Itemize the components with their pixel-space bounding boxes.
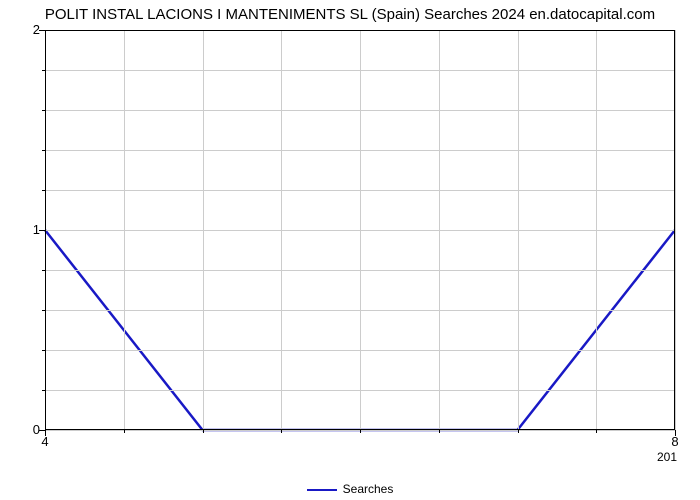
y-tick-label: 2: [10, 22, 40, 37]
y-tick-label: 1: [10, 222, 40, 237]
grid-line-vertical: [596, 30, 597, 430]
x-tick-minor: [124, 430, 125, 433]
plot-area: [45, 30, 675, 430]
x-tick: [675, 430, 676, 436]
x-tick: [45, 430, 46, 436]
y-tick-minor: [42, 270, 45, 271]
y-tick-minor: [42, 110, 45, 111]
y-tick-minor: [42, 70, 45, 71]
grid-line-vertical: [281, 30, 282, 430]
axis-border: [45, 30, 675, 31]
grid-line-vertical: [675, 30, 676, 430]
y-tick-minor: [42, 390, 45, 391]
y-tick-minor: [42, 150, 45, 151]
y-tick-minor: [42, 350, 45, 351]
x-sub-label: 201: [657, 450, 677, 464]
x-tick-label: 8: [665, 434, 685, 449]
x-tick-minor: [203, 430, 204, 433]
x-tick-minor: [439, 430, 440, 433]
y-tick-minor: [42, 190, 45, 191]
legend-label: Searches: [343, 482, 394, 496]
axis-border: [674, 30, 675, 430]
x-tick-minor: [360, 430, 361, 433]
x-tick-minor: [596, 430, 597, 433]
y-tick: [39, 230, 45, 231]
grid-line-vertical: [360, 30, 361, 430]
chart-container: POLIT INSTAL LACIONS I MANTENIMENTS SL (…: [0, 0, 700, 500]
x-tick-minor: [518, 430, 519, 433]
grid-line-vertical: [203, 30, 204, 430]
grid-line-vertical: [124, 30, 125, 430]
x-tick-minor: [281, 430, 282, 433]
y-tick: [39, 30, 45, 31]
legend-swatch: [307, 489, 337, 491]
grid-line-vertical: [439, 30, 440, 430]
legend: Searches: [0, 482, 700, 496]
y-tick-minor: [42, 310, 45, 311]
grid-line-vertical: [518, 30, 519, 430]
chart-title: POLIT INSTAL LACIONS I MANTENIMENTS SL (…: [0, 6, 700, 23]
x-tick-label: 4: [35, 434, 55, 449]
axis-border: [45, 30, 46, 430]
